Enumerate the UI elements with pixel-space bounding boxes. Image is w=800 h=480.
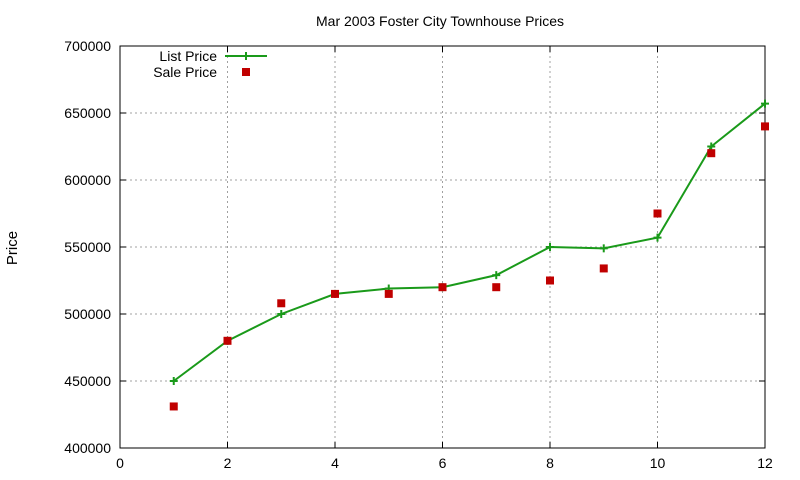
sale-price-point [599,264,608,273]
legend-list-price-label: List Price [159,48,217,64]
sale-price-point [653,209,662,218]
legend-sale-price-marker [242,68,250,76]
x-tick-label: 8 [546,455,554,471]
sale-price-point [492,283,501,292]
list-price-point [761,99,769,108]
list-price-point [707,142,716,151]
x-tick-label: 6 [439,455,447,471]
list-price-point [277,310,286,318]
y-tick-label: 500000 [64,306,111,322]
chart-title: Mar 2003 Foster City Townhouse Prices [316,13,564,29]
sale-price-point [277,299,286,308]
x-tick-label: 10 [650,455,666,471]
sale-price-point [384,289,393,298]
sale-price-point [331,289,339,298]
grid-lines [120,46,765,448]
list-price-point [653,233,662,242]
sale-price-point [223,336,232,345]
y-tick-label: 550000 [64,239,111,255]
y-tick-label: 600000 [64,172,111,188]
y-tick-label: 700000 [64,38,111,54]
list-price-point [169,377,178,385]
sale-price-point [169,402,178,411]
list-price-line [173,102,766,382]
y-axis-label: Price [4,231,21,265]
y-tick-label: 400000 [64,440,111,456]
sale-price-point [707,149,716,158]
sale-price-point [546,276,554,285]
series-layer [169,99,769,411]
list-price-point [599,244,608,253]
list-price-point [492,271,501,280]
legend-sale-price-label: Sale Price [153,64,217,80]
y-tick-label: 650000 [64,105,111,121]
x-tick-label: 2 [224,455,232,471]
list-price-point [546,243,554,251]
y-tick-label: 450000 [64,373,111,389]
x-tick-label: 12 [757,455,773,471]
sale-price-point [761,122,769,131]
axis-ticks: 0 2 4 6 8 10 12 400000 450000 500000 550000 600000 6… [64,38,773,471]
x-tick-label: 4 [331,455,339,471]
sale-price-point [438,283,447,292]
x-tick-label: 0 [116,455,124,471]
